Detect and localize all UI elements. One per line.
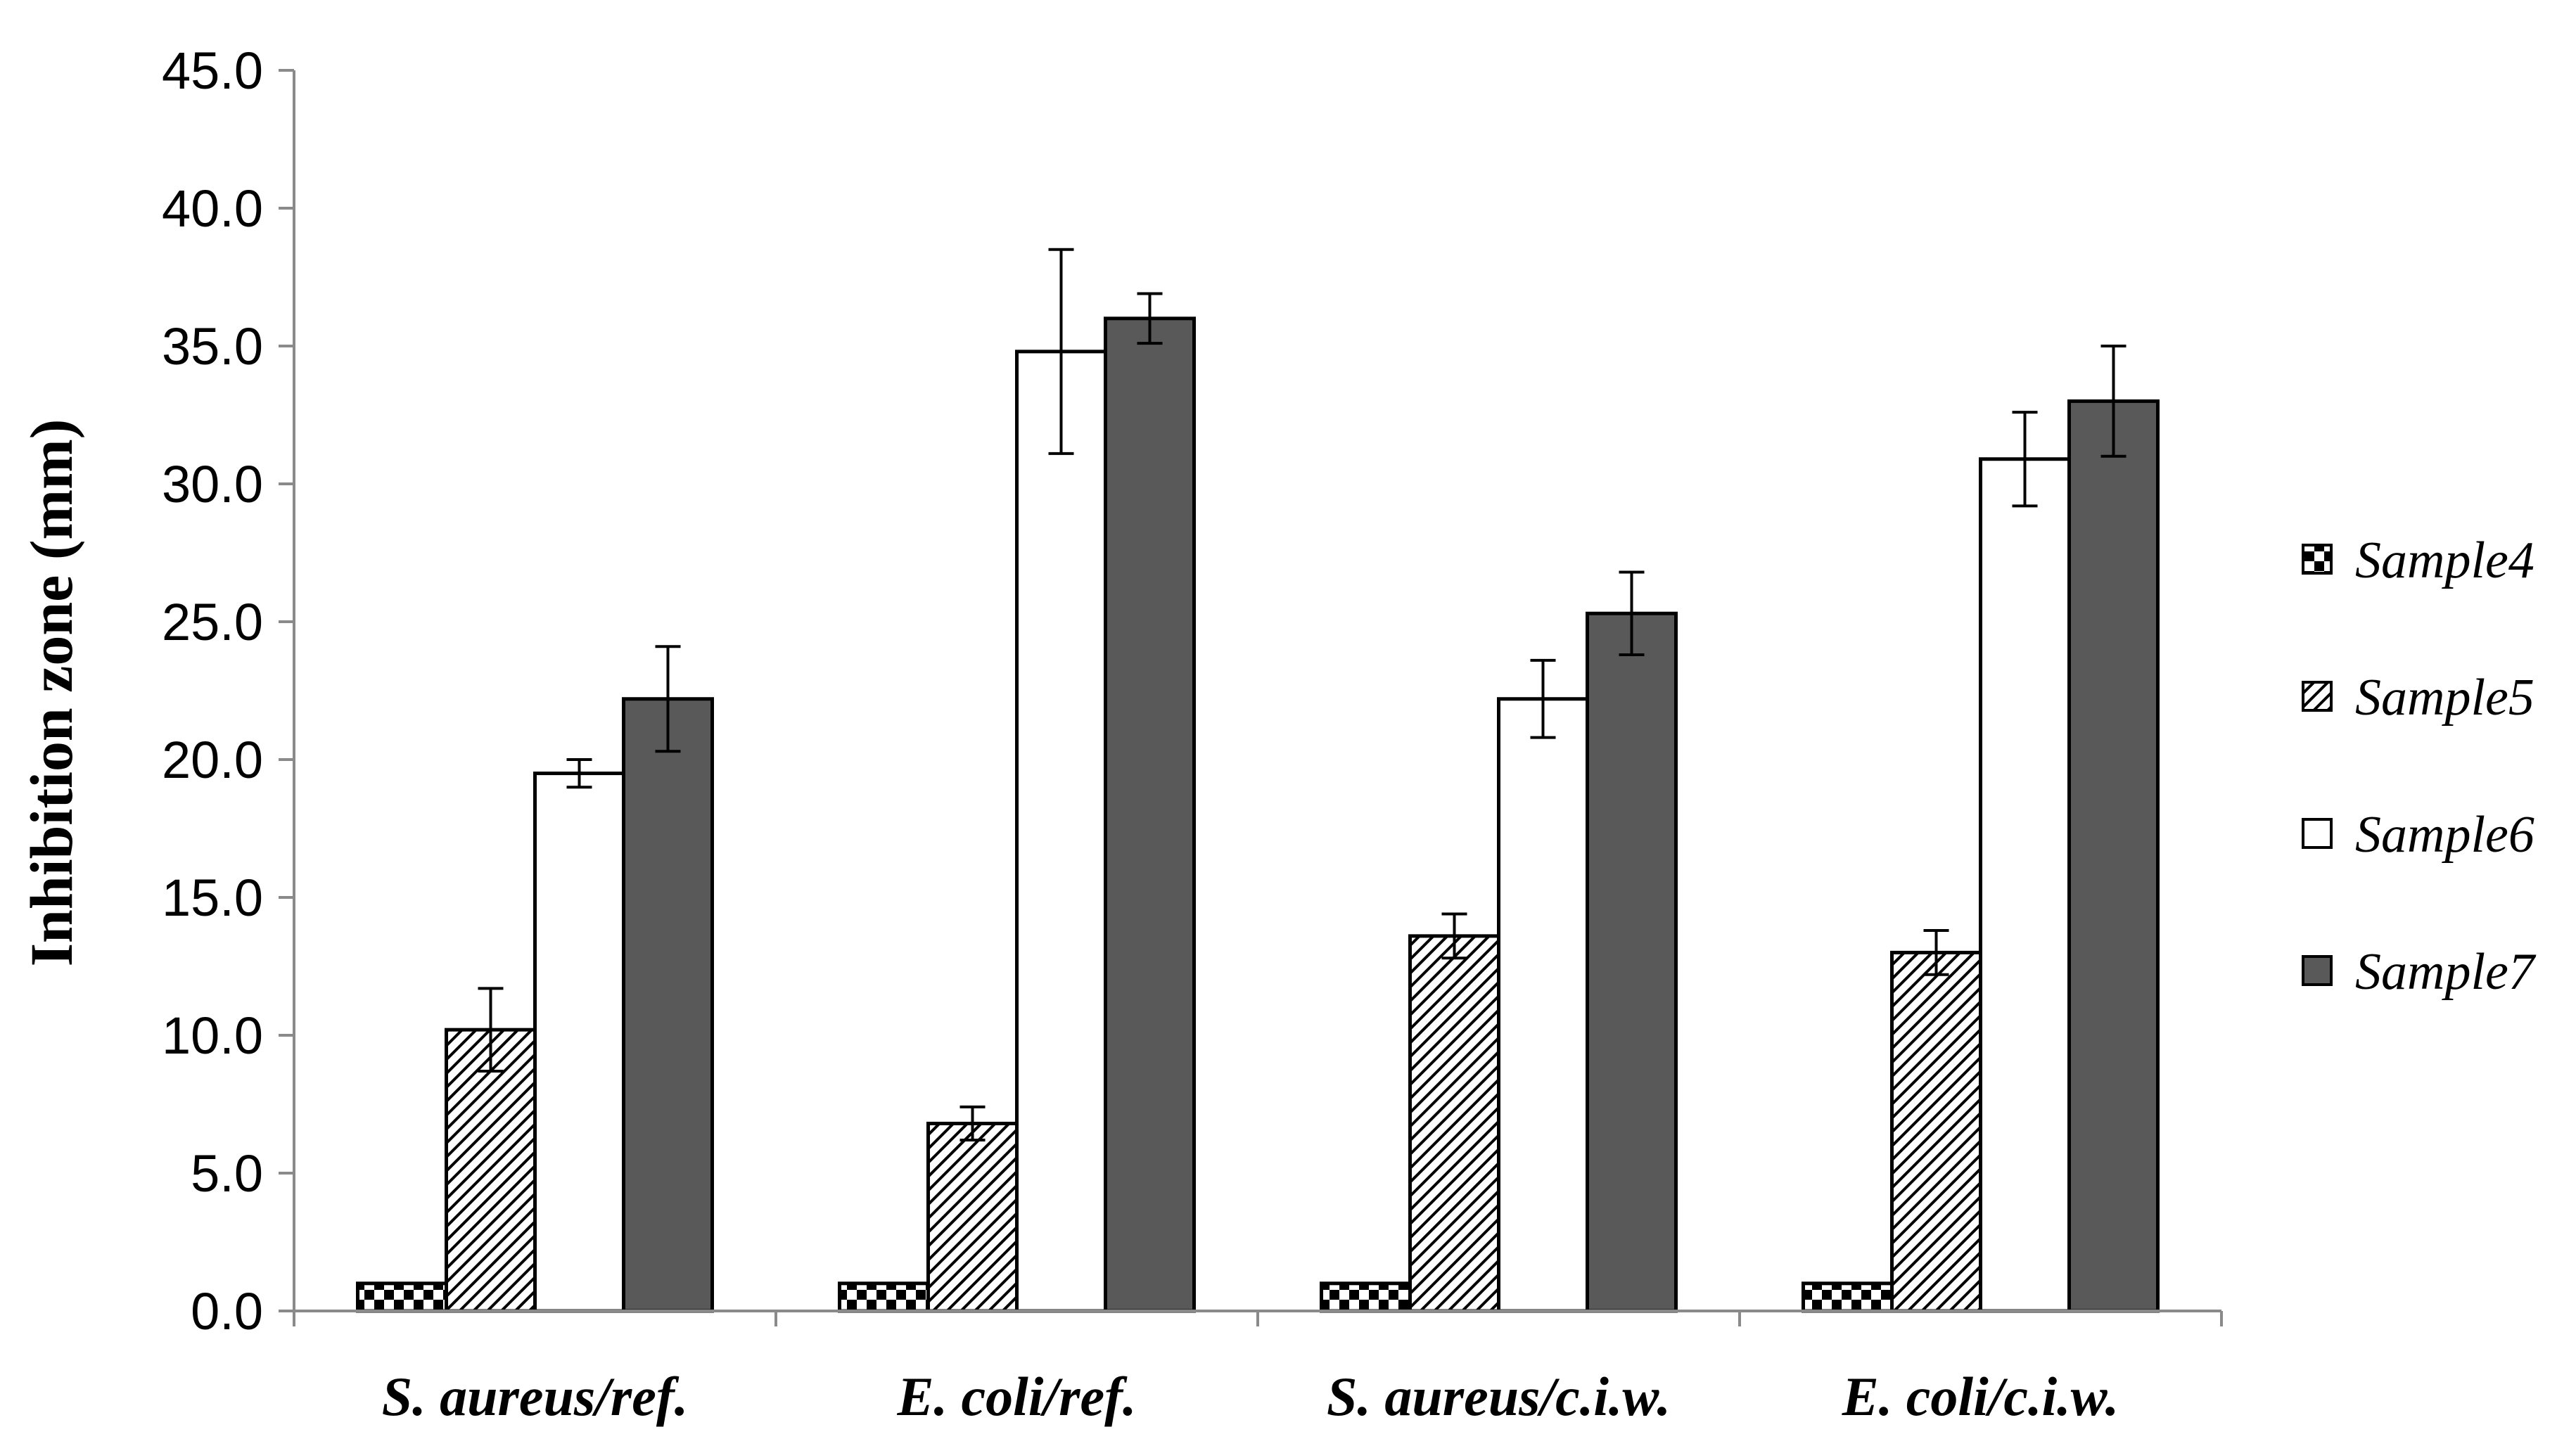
y-tick-label: 0.0 — [191, 1282, 263, 1341]
y-tick-label: 5.0 — [191, 1144, 263, 1203]
y-tick-label: 40.0 — [162, 179, 263, 238]
error-bar-sample7-4 — [2100, 345, 2127, 458]
error-bar-sample5-2 — [959, 1105, 986, 1141]
error-bar-sample7-2 — [1137, 292, 1163, 345]
legend-label-sample4: Sample4 — [2355, 532, 2534, 589]
bar-sample5-4 — [1890, 950, 1982, 1313]
legend: Sample4 Sample5 Sample6 Sample7 — [2302, 532, 2537, 1001]
y-tick-label: 45.0 — [162, 41, 263, 100]
error-bar-sample6-1 — [566, 758, 592, 789]
y-tick-label: 25.0 — [162, 593, 263, 651]
bar-sample6-1 — [533, 772, 625, 1313]
error-bar-sample6-4 — [2012, 411, 2038, 508]
bar-sample5-2 — [926, 1121, 1019, 1313]
bar-sample7-4 — [2067, 399, 2160, 1313]
bar-sample7-2 — [1104, 316, 1196, 1313]
legend-swatch-sample4 — [2302, 544, 2333, 575]
bar-sample6-2 — [1015, 350, 1107, 1313]
bar-sample4-1 — [356, 1281, 448, 1313]
bar-sample4-3 — [1320, 1281, 1412, 1313]
legend-label-sample7: Sample7 — [2355, 943, 2537, 1001]
y-tick-label: 20.0 — [162, 731, 263, 789]
bar-sample6-4 — [1979, 457, 2071, 1313]
bar-sample7-3 — [1586, 611, 1678, 1313]
bar-sample4-2 — [838, 1281, 930, 1313]
bar-sample4-4 — [1802, 1281, 1894, 1313]
error-bar-sample7-3 — [1619, 570, 1645, 657]
error-bar-sample5-3 — [1441, 912, 1467, 960]
y-axis-label: Inhibition zone (mm) — [18, 419, 85, 967]
legend-swatch-sample5 — [2302, 681, 2333, 712]
axes: 0.0 5.0 10.0 15.0 20.0 25.0 30.0 35.0 40.0 45.0 S.… — [162, 41, 2223, 1427]
bar-sample6-3 — [1497, 697, 1589, 1313]
y-tick-label: 35.0 — [162, 317, 263, 376]
plot-area — [356, 248, 2160, 1313]
error-bar-sample6-3 — [1530, 658, 1556, 739]
legend-swatch-sample7 — [2302, 955, 2333, 986]
x-category-label: S. aureus/c.i.w. — [1327, 1366, 1671, 1427]
bar-sample5-1 — [445, 1028, 537, 1313]
error-bar-sample5-4 — [1923, 929, 1949, 976]
legend-label-sample5: Sample5 — [2355, 669, 2534, 727]
x-category-label: E. coli/c.i.w. — [1842, 1366, 2119, 1427]
legend-label-sample6: Sample6 — [2355, 806, 2534, 864]
y-tick-label: 30.0 — [162, 455, 263, 513]
y-tick-label: 10.0 — [162, 1006, 263, 1065]
x-category-label: S. aureus/ref. — [382, 1366, 689, 1427]
error-bar-sample5-1 — [478, 987, 504, 1073]
bar-sample7-1 — [622, 697, 714, 1313]
x-category-label: E. coli/ref. — [896, 1366, 1136, 1427]
bar-sample5-3 — [1408, 934, 1500, 1313]
legend-swatch-sample6 — [2302, 818, 2333, 849]
error-bar-sample7-1 — [655, 645, 681, 753]
y-tick-label: 15.0 — [162, 869, 263, 927]
error-bar-sample6-2 — [1048, 248, 1074, 455]
